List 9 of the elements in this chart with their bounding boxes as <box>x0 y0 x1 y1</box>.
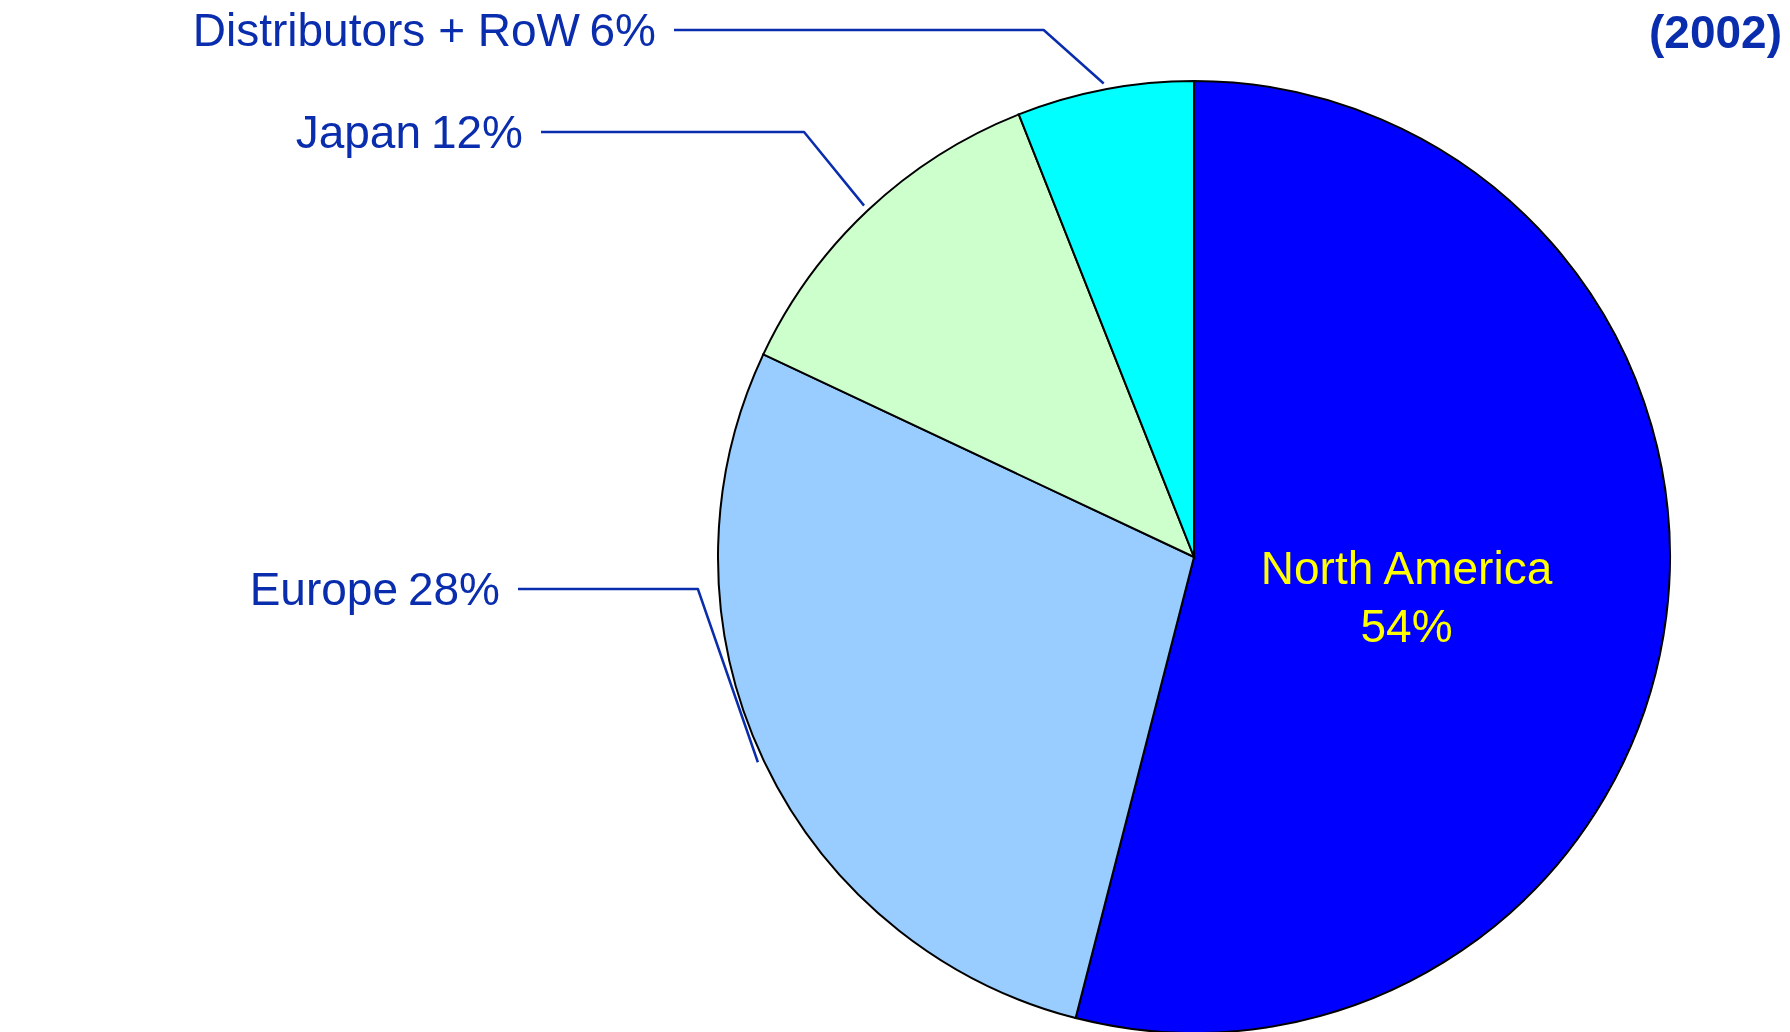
data-label: 6% <box>589 4 656 56</box>
data-label: 12% <box>430 106 523 158</box>
data-label: 54% <box>1360 599 1453 652</box>
slice-label: Distributors + RoW <box>192 4 581 56</box>
data-label: 28% <box>407 563 500 615</box>
slice-label: Europe <box>249 563 398 615</box>
slice-label: Japan <box>295 106 421 158</box>
chart-title: (2002) <box>1649 6 1782 58</box>
slice-label: North America <box>1260 541 1553 594</box>
